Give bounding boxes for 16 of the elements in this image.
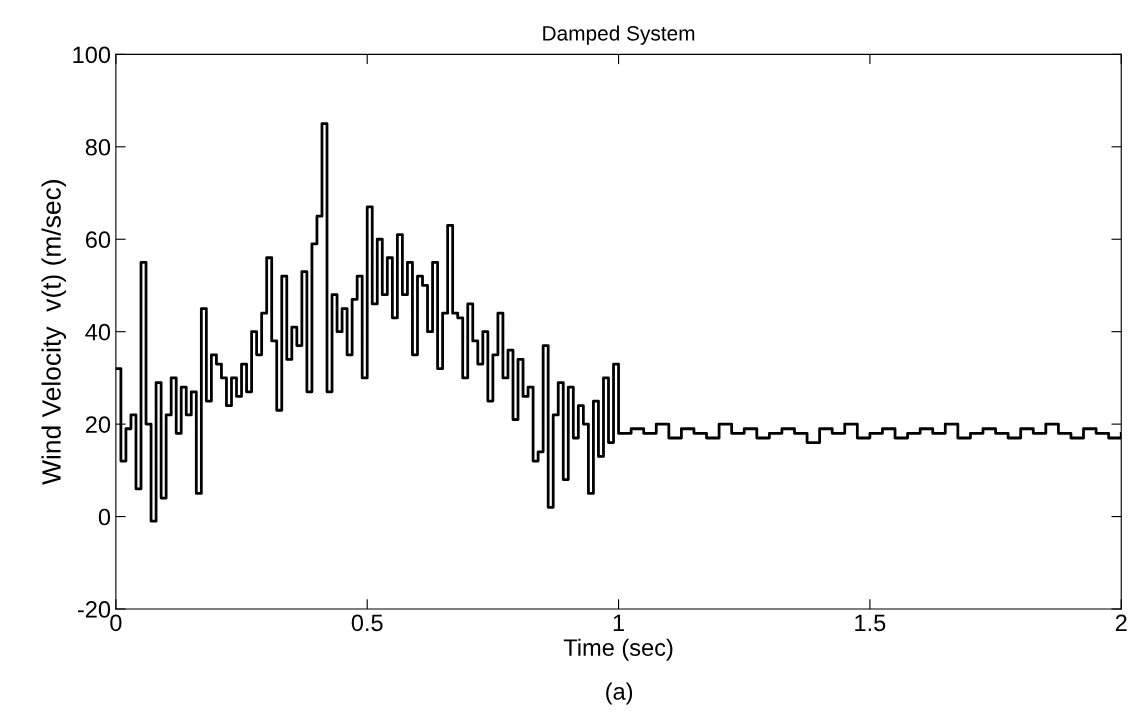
y-tick-label: 100 [73, 46, 111, 64]
x-tick-label: 1 [613, 614, 624, 631]
y-tick-label: 40 [85, 323, 111, 341]
y-tick-label: 60 [85, 231, 111, 249]
x-tick-label: 2 [1115, 614, 1127, 631]
y-tick-label: 0 [98, 508, 111, 526]
y-tick-label: 20 [85, 416, 111, 433]
x-tick-label: 0 [110, 614, 122, 632]
x-tick-label: 0.5 [351, 614, 383, 632]
y-axis-title: Wind Velocity v(t) (m/sec) [41, 180, 67, 485]
chart-title: Damped System [543, 25, 695, 45]
x-tick-label: 1.5 [855, 614, 886, 632]
y-tick-label: -20 [77, 601, 111, 618]
y-tick-label: 80 [85, 138, 111, 156]
text: (a) [606, 682, 633, 705]
x-axis-title: Time (sec) [563, 638, 673, 661]
